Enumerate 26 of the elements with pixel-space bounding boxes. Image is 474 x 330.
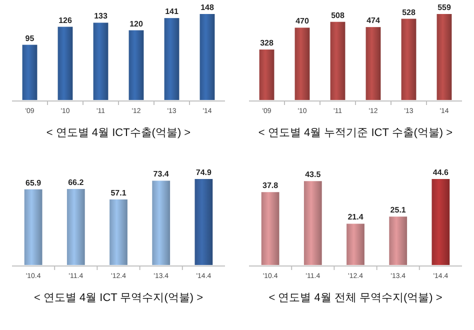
- data-label: 126: [58, 16, 72, 25]
- data-label: 73.4: [153, 170, 170, 179]
- data-label: 66.2: [68, 178, 84, 187]
- text: < 연도별 4월 ICT수출(억불) >: [46, 127, 191, 139]
- data-label: 141: [165, 7, 179, 16]
- data-label: 95: [25, 34, 35, 43]
- data-label: 559: [438, 3, 452, 12]
- data-label: 57.1: [110, 188, 127, 198]
- data-label: 328: [260, 38, 274, 48]
- text: < 연도별 4월 누적기준 ICT 수출(억불) >: [258, 127, 453, 139]
- data-label: 474: [366, 16, 380, 26]
- data-label: 44.6: [432, 168, 450, 177]
- data-label: 133: [94, 12, 108, 21]
- data-label: 508: [331, 10, 345, 20]
- data-label: 470: [296, 16, 310, 26]
- data-label: 21.4: [348, 212, 364, 222]
- data-label: 120: [130, 19, 144, 28]
- data-label: 65.9: [26, 178, 42, 188]
- data-label: 37.8: [262, 181, 279, 190]
- data-label: 43.5: [305, 170, 322, 180]
- data-label: 74.9: [196, 168, 212, 177]
- text: < 연도별 4월 전체 무역수지(억불) >: [268, 292, 442, 304]
- data-label: 25.1: [390, 206, 406, 215]
- text: < 연도별 4월 ICT 무역수지(억불) >: [34, 292, 204, 304]
- data-label: 528: [402, 8, 416, 17]
- data-label: 148: [200, 3, 214, 12]
